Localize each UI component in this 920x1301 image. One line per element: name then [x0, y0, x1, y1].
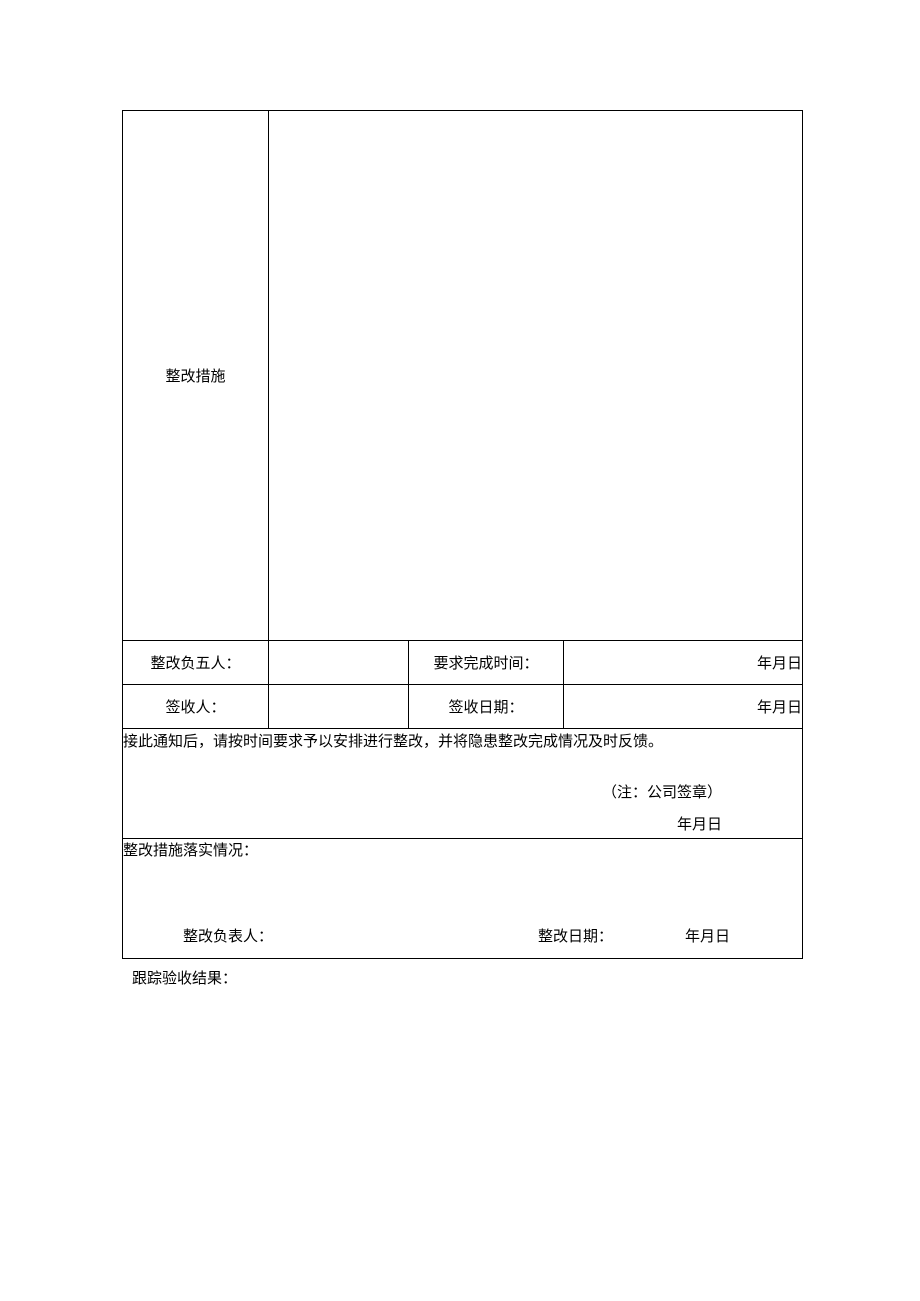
- value-signoff-date[interactable]: 年月日: [564, 685, 803, 729]
- stamp-note: （注：公司签章）: [602, 781, 722, 802]
- form-page: 整改措施 整改负五人： 要求完成时间： 年月日 签收人： 签收日期： 年月日 接…: [122, 110, 802, 988]
- notice-text: 接此通知后，请按时间要求予以安排进行整改，并将隐患整改完成情况及时反馈。: [123, 729, 802, 756]
- status-date-value[interactable]: 年月日: [613, 925, 802, 946]
- label-signoff-date: 签收日期：: [409, 685, 564, 729]
- status-line: 整改负表人： 整改日期： 年月日: [123, 925, 802, 946]
- stamp-date: 年月日: [677, 813, 722, 834]
- row-responsible: 整改负五人： 要求完成时间： 年月日: [123, 641, 803, 685]
- notice-cell: 接此通知后，请按时间要求予以安排进行整改，并将隐患整改完成情况及时反馈。 （注：…: [123, 729, 803, 839]
- label-signoff-person: 签收人：: [123, 685, 269, 729]
- status-person-label: 整改负表人：: [123, 925, 273, 946]
- value-required-completion-time[interactable]: 年月日: [564, 641, 803, 685]
- row-notice: 接此通知后，请按时间要求予以安排进行整改，并将隐患整改完成情况及时反馈。 （注：…: [123, 729, 803, 839]
- status-person-value[interactable]: [273, 925, 443, 946]
- row-measures: 整改措施: [123, 111, 803, 641]
- label-responsible-person: 整改负五人：: [123, 641, 269, 685]
- status-cell: 整改措施落实情况： 整改负表人： 整改日期： 年月日: [123, 839, 803, 959]
- label-measures: 整改措施: [123, 111, 269, 641]
- value-measures[interactable]: [269, 111, 803, 641]
- status-title: 整改措施落实情况：: [123, 839, 802, 860]
- row-signoff: 签收人： 签收日期： 年月日: [123, 685, 803, 729]
- footer-tracking-result: 跟踪验收结果：: [132, 967, 802, 988]
- row-status: 整改措施落实情况： 整改负表人： 整改日期： 年月日: [123, 839, 803, 959]
- value-signoff-person[interactable]: [269, 685, 409, 729]
- value-responsible-person[interactable]: [269, 641, 409, 685]
- label-required-completion-time: 要求完成时间：: [409, 641, 564, 685]
- rectification-form-table: 整改措施 整改负五人： 要求完成时间： 年月日 签收人： 签收日期： 年月日 接…: [122, 110, 803, 959]
- status-date-label: 整改日期：: [443, 925, 613, 946]
